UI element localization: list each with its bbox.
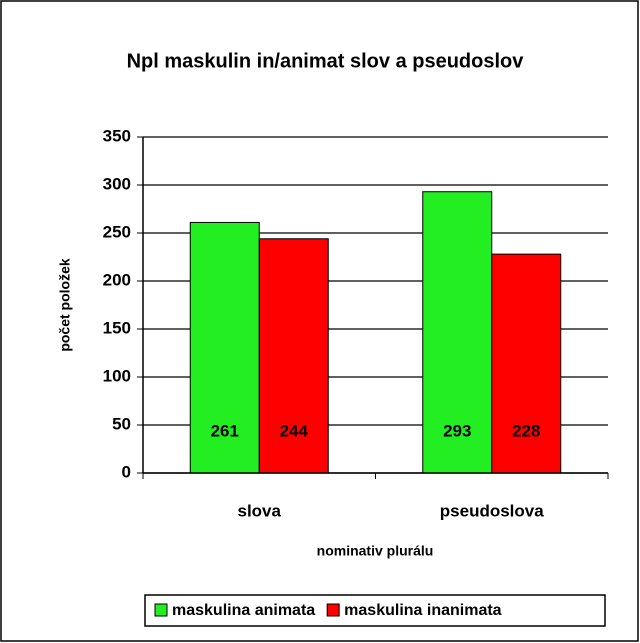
legend-label: maskulina inanimata <box>344 602 501 619</box>
data-label: 228 <box>512 421 540 440</box>
y-tick-label: 350 <box>103 126 131 145</box>
data-label: 293 <box>443 421 471 440</box>
bar <box>491 253 562 474</box>
y-tick-label: 300 <box>103 174 131 193</box>
chart-title: Npl maskulin in/animat slov a pseudoslov <box>127 50 525 72</box>
data-label: 244 <box>280 421 309 440</box>
y-axis-label: počet položek <box>57 258 73 352</box>
y-tick-label: 200 <box>103 270 131 289</box>
bar <box>422 191 493 474</box>
legend-box <box>144 594 606 627</box>
x-tick-label: pseudoslova <box>440 501 544 520</box>
legend-label: maskulina animata <box>172 602 315 619</box>
legend-swatch <box>154 603 168 617</box>
y-tick-label: 50 <box>112 414 131 433</box>
bar <box>258 238 329 474</box>
y-tick-label: 250 <box>103 222 131 241</box>
data-label: 261 <box>211 421 239 440</box>
y-tick-label: 100 <box>103 366 131 385</box>
y-tick-label: 150 <box>103 318 131 337</box>
y-tick-label: 0 <box>122 462 131 481</box>
legend-swatch <box>326 603 340 617</box>
x-tick-label: slova <box>238 501 282 520</box>
x-axis-label: nominativ plurálu <box>317 543 434 559</box>
